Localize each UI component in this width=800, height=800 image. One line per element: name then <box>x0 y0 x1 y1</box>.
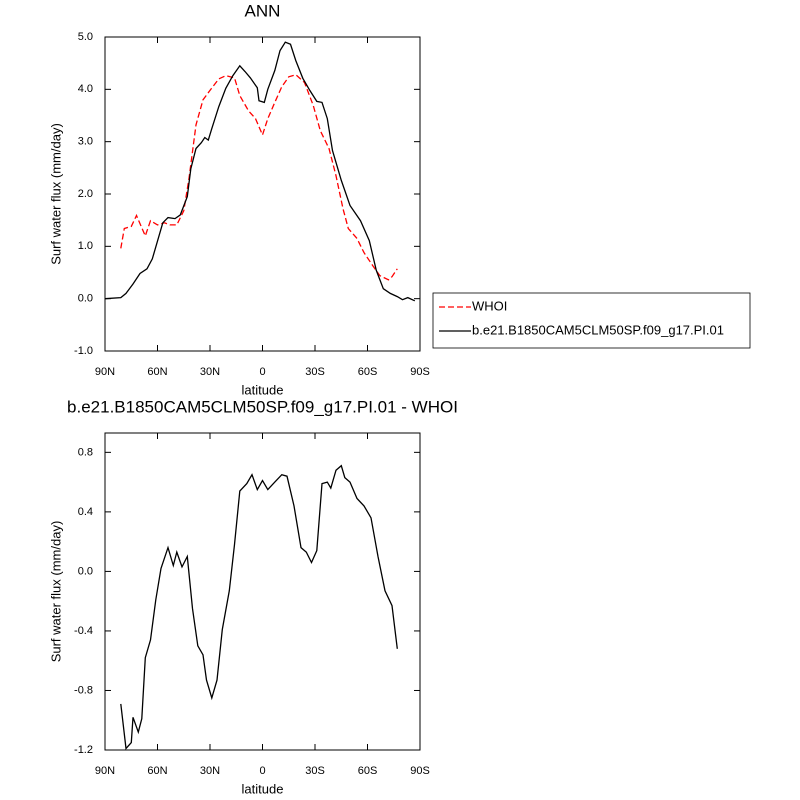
x-tick-label: 90S <box>410 765 430 777</box>
x-tick-label: 60S <box>358 765 378 777</box>
x-axis-label: latitude <box>242 382 284 397</box>
x-tick-label: 90N <box>95 765 115 777</box>
chart-title: ANN <box>245 1 281 20</box>
y-tick-label: -1.2 <box>74 744 93 756</box>
x-axis-label: latitude <box>242 781 284 796</box>
y-tick-label: 1.0 <box>78 240 93 252</box>
x-tick-label: 60S <box>358 366 378 378</box>
legend-label: b.e21.B1850CAM5CLM50SP.f09_g17.PI.01 <box>472 322 724 337</box>
x-tick-label: 60N <box>147 366 167 378</box>
y-tick-label: 0.4 <box>78 506 93 518</box>
y-tick-label: 4.0 <box>78 83 93 95</box>
x-tick-label: 30N <box>200 765 220 777</box>
y-tick-label: 0.0 <box>78 293 93 305</box>
y-tick-label: -0.8 <box>74 684 93 696</box>
x-tick-label: 30S <box>305 366 325 378</box>
data-line <box>120 464 398 751</box>
y-tick-label: -1.0 <box>74 345 93 357</box>
legend-label: WHOI <box>472 298 507 313</box>
y-tick-label: 0.0 <box>78 565 93 577</box>
data-line <box>104 41 416 302</box>
x-tick-label: 30S <box>305 765 325 777</box>
data-line <box>120 73 398 281</box>
x-tick-label: 0 <box>259 366 265 378</box>
y-tick-label: 2.0 <box>78 188 93 200</box>
plot-frame <box>104 36 421 352</box>
y-axis-label: Surf water flux (mm/day) <box>48 521 63 663</box>
x-tick-label: 90N <box>95 366 115 378</box>
x-tick-label: 30N <box>200 366 220 378</box>
y-tick-label: 0.8 <box>78 446 93 458</box>
x-tick-label: 0 <box>259 765 265 777</box>
y-tick-label: 3.0 <box>78 136 93 148</box>
chart-title: b.e21.B1850CAM5CLM50SP.f09_g17.PI.01 - W… <box>67 397 458 416</box>
y-tick-label: 5.0 <box>78 31 93 43</box>
y-axis-label: Surf water flux (mm/day) <box>48 123 63 265</box>
x-tick-label: 90S <box>410 366 430 378</box>
x-tick-label: 60N <box>147 765 167 777</box>
y-tick-label: -0.4 <box>74 625 93 637</box>
legend-box <box>432 292 751 349</box>
